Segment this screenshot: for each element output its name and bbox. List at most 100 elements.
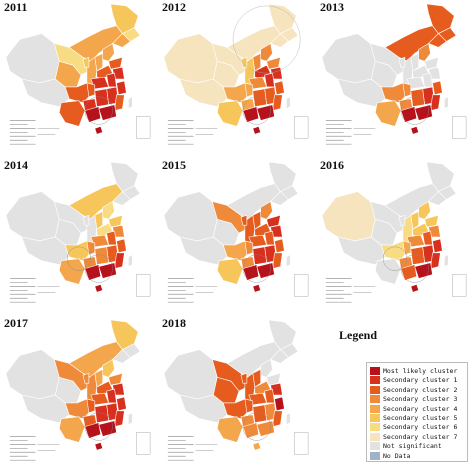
province-guangdong: [98, 262, 117, 279]
south-sea-inset: [136, 116, 151, 139]
legend-swatch: [370, 376, 380, 385]
province-taiwan: [128, 412, 133, 426]
cluster-circle: [84, 96, 113, 125]
province-yunnan: [216, 258, 244, 285]
province-taiwan: [128, 96, 133, 110]
province-yunnan: [58, 416, 86, 443]
province-hunan: [94, 404, 109, 423]
province-guangdong: [256, 104, 275, 121]
province-hunan: [410, 88, 425, 107]
legend-swatch: [370, 385, 380, 394]
province-anhui: [264, 230, 275, 246]
china-map: [321, 161, 467, 303]
province-chongqing: [244, 240, 254, 256]
legend-item: Secondary cluster 2: [370, 385, 466, 395]
province-anhui: [106, 388, 117, 404]
province-liaoning: [270, 191, 289, 206]
province-xinjiang: [163, 33, 218, 84]
legend-swatch: [370, 367, 380, 375]
legend-item: No Data: [370, 451, 466, 461]
province-fujian: [114, 252, 125, 269]
province-taiwan: [444, 96, 449, 110]
map-panel-2015: 2015: [158, 158, 316, 316]
china-map: [163, 3, 309, 145]
province-chongqing: [244, 398, 254, 414]
province-zhejiang: [116, 80, 127, 96]
province-anhui: [422, 230, 433, 246]
cluster-circle: [232, 5, 301, 74]
province-hunan: [94, 88, 109, 107]
province-zhejiang: [274, 80, 285, 96]
province-yunnan: [216, 100, 244, 127]
china-map: [163, 319, 309, 461]
legend-swatch: [370, 395, 380, 404]
province-anhui: [422, 72, 433, 88]
province-liaoning: [112, 349, 131, 364]
cluster-circle: [66, 246, 92, 271]
province-yunnan: [216, 416, 244, 443]
map-panel-2018: 2018: [158, 316, 316, 474]
province-hunan: [410, 246, 425, 265]
legend-label: Secondary cluster 2: [383, 385, 458, 394]
province-ningxia: [240, 372, 248, 384]
legend-label: Secondary cluster 1: [383, 376, 458, 385]
province-taiwan: [444, 254, 449, 268]
province-fujian: [272, 94, 283, 111]
province-taiwan: [286, 254, 291, 268]
cluster-circle: [382, 246, 408, 271]
province-guangdong: [256, 262, 275, 279]
province-hainan: [94, 284, 104, 293]
legend-item: Most likely cluster: [370, 366, 466, 376]
province-shandong: [266, 372, 281, 386]
province-fujian: [114, 94, 125, 111]
province-hainan: [94, 442, 104, 451]
legend-swatch: [370, 423, 380, 432]
map-panel-2013: 2013: [316, 0, 474, 158]
cluster-circle: [242, 96, 271, 125]
province-zhejiang: [116, 396, 127, 412]
south-sea-inset: [136, 432, 151, 455]
province-fujian: [114, 410, 125, 427]
south-sea-inset: [294, 274, 309, 297]
legend: Most likely cluster Secondary cluster 1 Se…: [366, 362, 468, 462]
province-chongqing: [86, 82, 96, 98]
province-hunan: [252, 88, 267, 107]
province-anhui: [264, 388, 275, 404]
province-fujian: [430, 252, 441, 269]
province-zhejiang: [274, 396, 285, 412]
year-label: 2011: [4, 0, 28, 14]
province-hainan: [410, 284, 420, 293]
legend-item: Secondary cluster 5: [370, 413, 466, 423]
province-ningxia: [240, 214, 248, 226]
china-map: [163, 161, 309, 303]
map-scale-block: [167, 120, 218, 145]
legend-label: Secondary cluster 6: [383, 423, 458, 432]
province-hunan: [252, 246, 267, 265]
legend-item: Secondary cluster 3: [370, 394, 466, 404]
province-xinjiang: [163, 349, 218, 400]
province-shandong: [424, 56, 439, 70]
legend-label: Secondary cluster 5: [383, 414, 458, 422]
province-guangdong: [98, 104, 117, 121]
legend-item: Secondary cluster 6: [370, 422, 466, 432]
province-anhui: [264, 72, 275, 88]
province-fujian: [272, 252, 283, 269]
province-liaoning: [270, 349, 289, 364]
province-guangdong: [98, 420, 117, 437]
province-liaoning: [112, 191, 131, 206]
province-liaoning: [112, 33, 131, 48]
legend-item: Secondary cluster 7: [370, 432, 466, 442]
south-sea-inset: [452, 116, 467, 139]
province-yunnan: [374, 258, 402, 285]
province-xinjiang: [5, 349, 60, 400]
province-shandong: [108, 372, 123, 386]
map-panel-2017: 2017: [0, 316, 158, 474]
province-zhejiang: [274, 238, 285, 254]
province-ningxia: [240, 56, 248, 68]
province-hainan: [252, 126, 262, 135]
legend-swatch: [370, 414, 380, 422]
province-ningxia: [398, 56, 406, 68]
map-scale-block: [9, 436, 60, 461]
province-fujian: [272, 410, 283, 427]
legend-label: Secondary cluster 7: [383, 432, 458, 441]
